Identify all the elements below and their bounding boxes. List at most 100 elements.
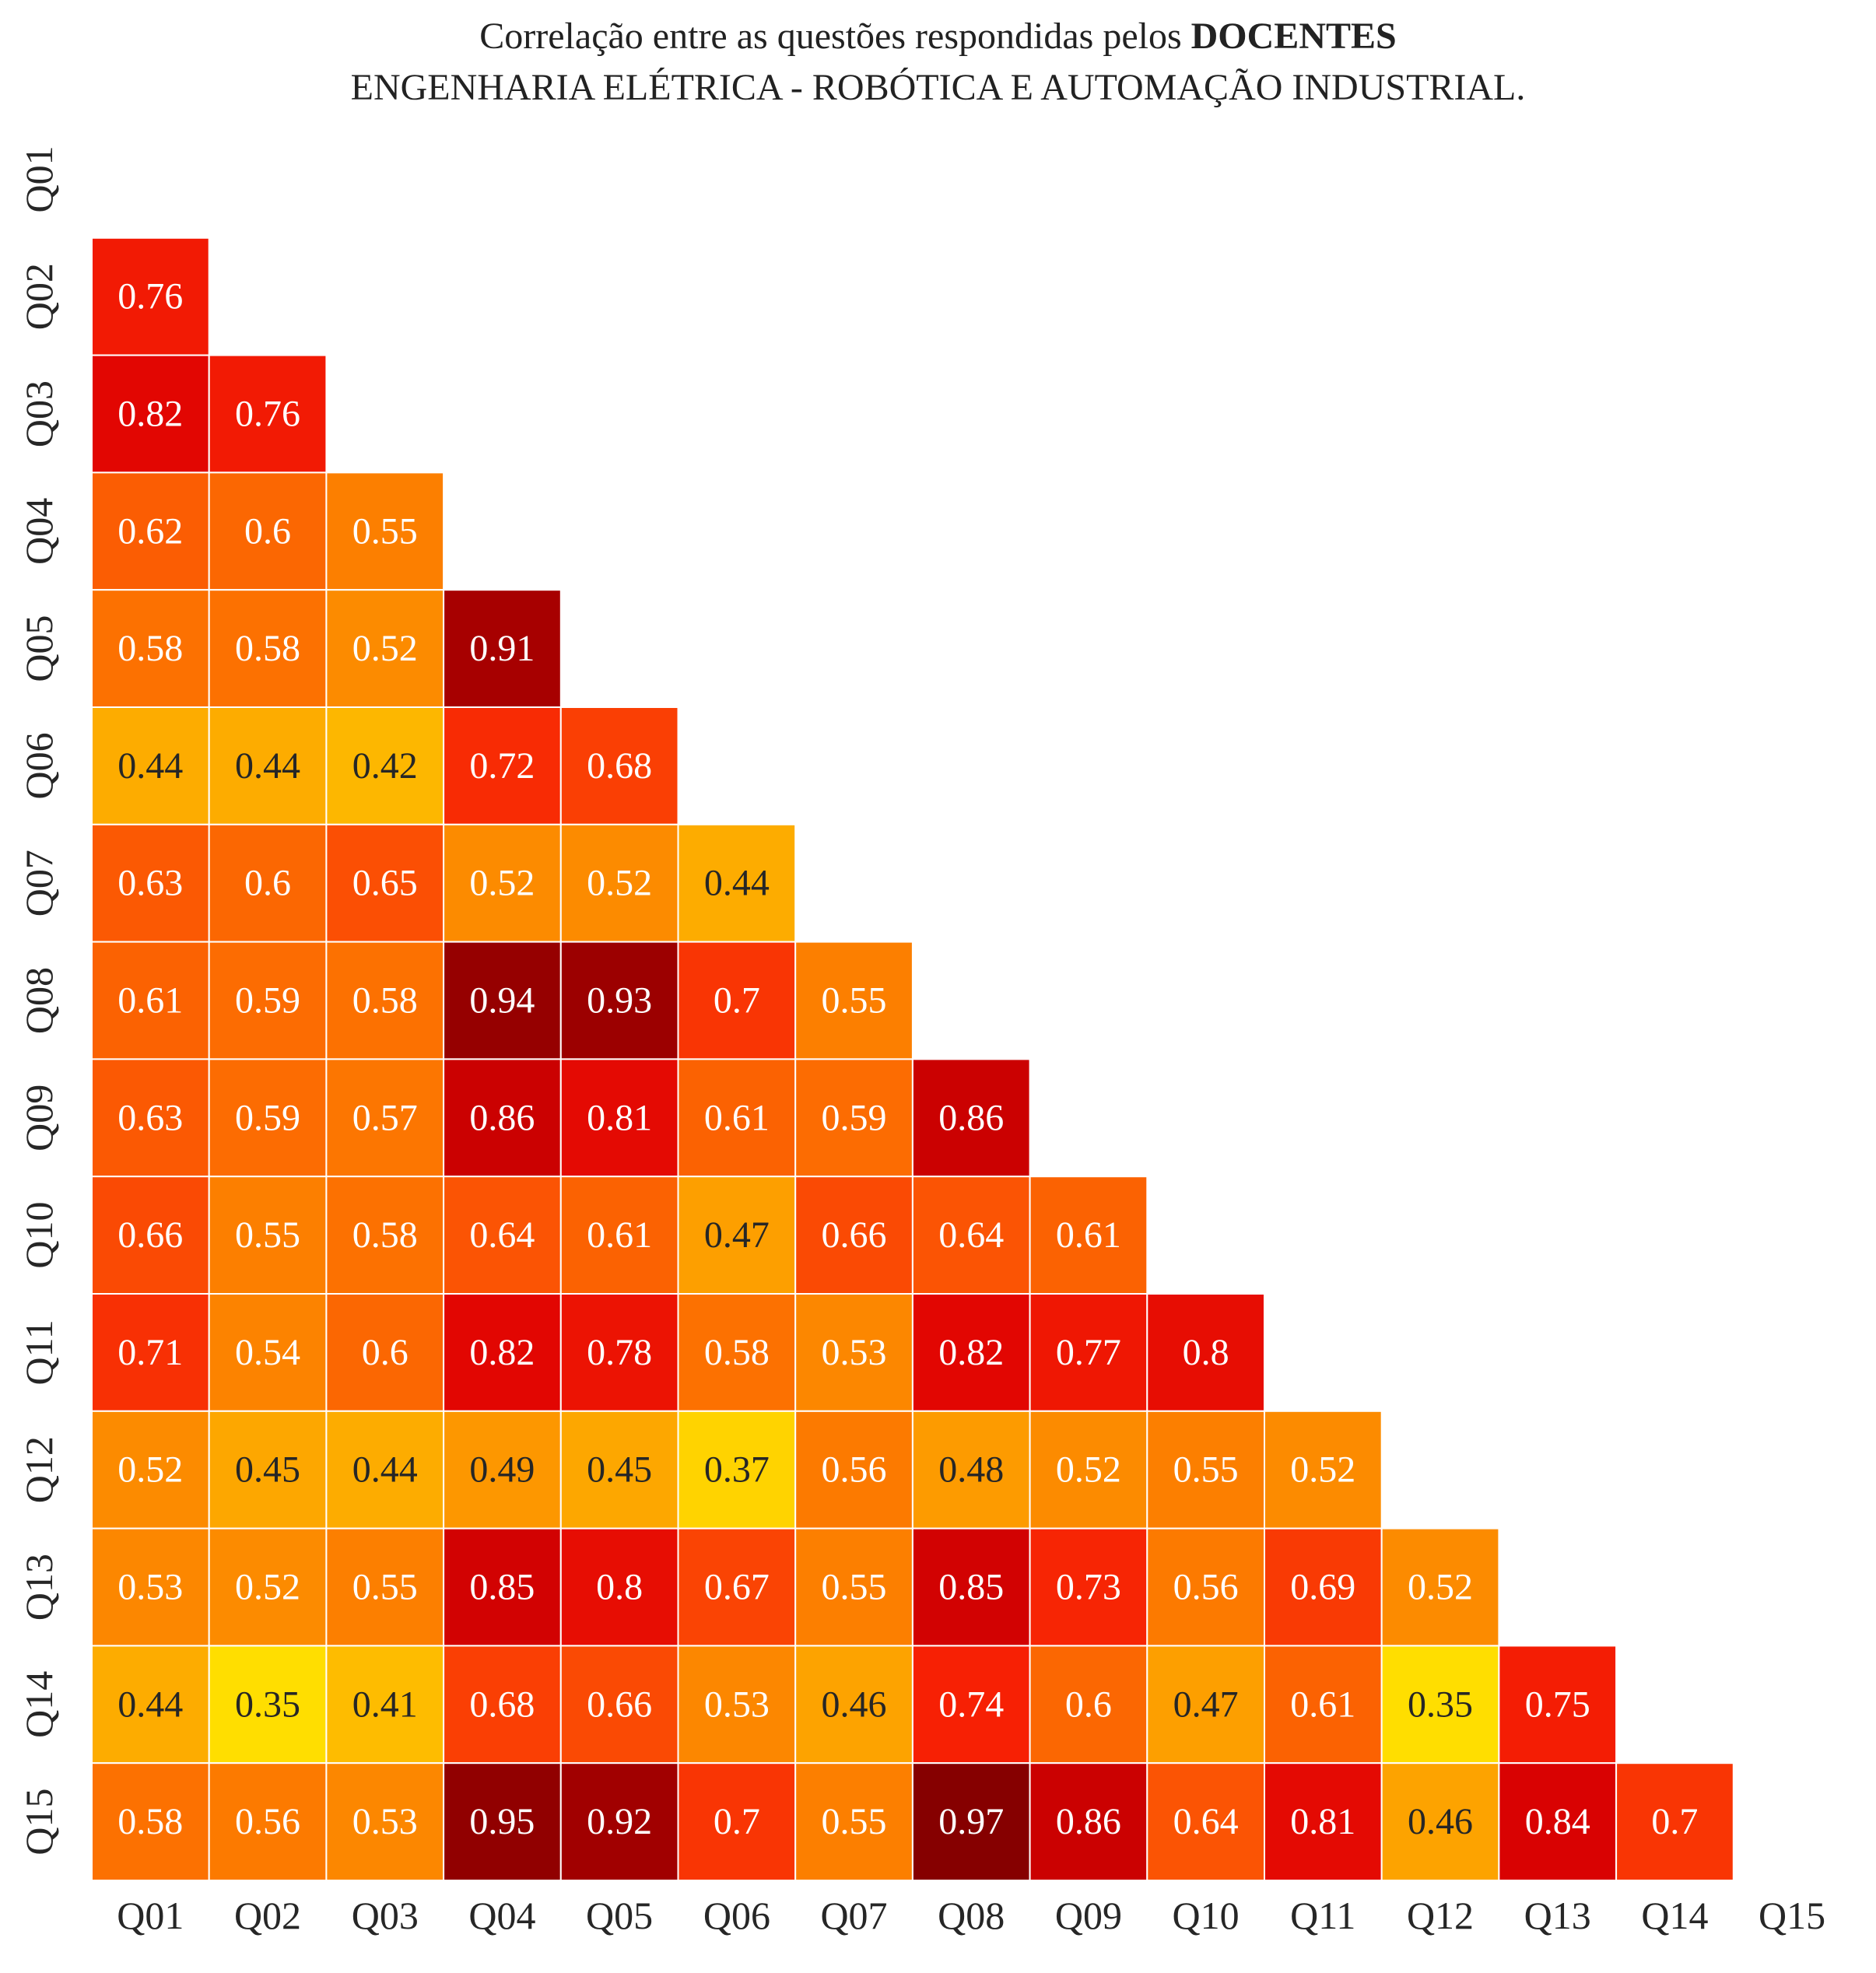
cell-value-label-Q15-Q06: 0.7 <box>714 1801 760 1842</box>
heatmap-cell-Q15-Q13 <box>1498 1762 1618 1881</box>
cell-value-label-Q13-Q03: 0.55 <box>352 1567 418 1608</box>
heatmap-cell-Q06-Q05 <box>559 706 679 825</box>
cell-value-label-Q14-Q06: 0.53 <box>704 1684 770 1725</box>
heatmap-cell-Q05-Q03 <box>325 589 445 709</box>
cell-value-label-Q08-Q02: 0.59 <box>235 980 300 1022</box>
heatmap-cell-Q15-Q06 <box>677 1762 797 1881</box>
y-axis-tick-labels: Q01 Q02 Q03 Q04 Q05 Q06 Q07 Q08 Q09 Q10 Q11 Q12 Q13 Q… <box>17 145 61 1855</box>
cell-value-label-Q12-Q09: 0.52 <box>1056 1449 1121 1491</box>
heatmap-cell-Q09-Q08 <box>911 1058 1031 1178</box>
cell-value-label-Q11-Q07: 0.53 <box>822 1332 887 1373</box>
chart-title: Correlação entre as questões respondidas… <box>0 11 1876 114</box>
cell-value-label-Q09-Q04: 0.86 <box>469 1097 535 1138</box>
cell-value-label-Q14-Q10: 0.47 <box>1173 1684 1239 1725</box>
cell-value-label-Q08-Q01: 0.61 <box>117 980 183 1022</box>
cell-value-label-Q15-Q02: 0.56 <box>235 1801 300 1842</box>
cell-value-label-Q14-Q05: 0.66 <box>587 1684 652 1725</box>
cell-value-label-Q02-Q01: 0.76 <box>117 276 183 317</box>
heatmap-cell-Q13-Q01 <box>91 1527 210 1647</box>
x-tick-label-Q07: Q07 <box>820 1894 887 1937</box>
cell-value-label-Q15-Q09: 0.86 <box>1056 1801 1121 1842</box>
cell-value-label-Q14-Q03: 0.41 <box>352 1684 418 1725</box>
heatmap-cell-Q15-Q04 <box>443 1762 562 1881</box>
chart-title-line-2: ENGENHARIA ELÉTRICA - ROBÓTICA E AUTOMAÇ… <box>350 67 1526 108</box>
cell-value-label-Q07-Q03: 0.65 <box>352 863 418 904</box>
y-tick-label-Q07: Q07 <box>17 850 61 916</box>
cell-value-label-Q13-Q11: 0.69 <box>1290 1567 1355 1608</box>
heatmap-cell-Q08-Q05 <box>559 941 679 1060</box>
cell-value-label-Q04-Q01: 0.62 <box>117 510 183 552</box>
heatmap-cell-Q14-Q06 <box>677 1645 797 1764</box>
heatmap-cell-Q15-Q07 <box>794 1762 913 1881</box>
cell-value-label-Q11-Q08: 0.82 <box>938 1332 1004 1373</box>
x-tick-label-Q15: Q15 <box>1759 1894 1825 1937</box>
y-tick-label-Q01: Q01 <box>17 145 61 212</box>
cell-value-label-Q14-Q04: 0.68 <box>469 1684 535 1725</box>
heatmap-cell-Q02-Q01 <box>91 237 210 356</box>
cell-value-label-Q09-Q01: 0.63 <box>117 1097 183 1138</box>
cell-value-label-Q11-Q10: 0.8 <box>1183 1332 1229 1373</box>
cell-value-label-Q14-Q02: 0.35 <box>235 1684 300 1725</box>
heatmap-cell-Q15-Q05 <box>559 1762 679 1881</box>
cell-value-label-Q05-Q01: 0.58 <box>117 628 183 669</box>
heatmap-cell-Q14-Q08 <box>911 1645 1031 1764</box>
cell-value-label-Q12-Q06: 0.37 <box>704 1449 770 1491</box>
cell-value-label-Q05-Q02: 0.58 <box>235 628 300 669</box>
cell-value-label-Q10-Q04: 0.64 <box>469 1214 535 1256</box>
heatmap-cell-Q04-Q03 <box>325 471 445 591</box>
heatmap-cell-Q11-Q08 <box>911 1293 1031 1412</box>
cell-value-label-Q07-Q06: 0.44 <box>704 863 770 904</box>
y-tick-label-Q10: Q10 <box>17 1202 61 1269</box>
heatmap-cell-Q06-Q01 <box>91 706 210 825</box>
heatmap-cell-Q12-Q02 <box>208 1410 328 1530</box>
x-axis-tick-labels: Q01 Q02 Q03 Q04 Q05 Q06 Q07 Q08 Q09 Q10 Q11 Q12 Q13 Q… <box>117 1894 1825 1937</box>
x-tick-label-Q03: Q03 <box>352 1894 419 1937</box>
cell-value-label-Q13-Q02: 0.52 <box>235 1567 300 1608</box>
x-tick-label-Q01: Q01 <box>117 1894 184 1937</box>
cell-value-label-Q12-Q01: 0.52 <box>117 1449 183 1491</box>
cell-value-label-Q15-Q11: 0.81 <box>1290 1801 1355 1842</box>
cell-value-label-Q10-Q03: 0.58 <box>352 1214 418 1256</box>
y-tick-label-Q14: Q14 <box>17 1671 61 1738</box>
heatmap-cell-Q08-Q04 <box>443 941 562 1060</box>
cell-value-label-Q03-Q01: 0.82 <box>117 394 183 435</box>
cell-value-label-Q13-Q08: 0.85 <box>938 1567 1004 1608</box>
y-tick-label-Q08: Q08 <box>17 967 61 1034</box>
cell-value-label-Q15-Q04: 0.95 <box>469 1801 535 1842</box>
y-tick-label-Q12: Q12 <box>17 1436 61 1503</box>
cell-value-label-Q04-Q02: 0.6 <box>244 510 291 552</box>
heatmap-cell-Q11-Q10 <box>1146 1293 1266 1412</box>
cell-value-label-Q08-Q07: 0.55 <box>822 980 887 1022</box>
heatmap-cell-Q10-Q02 <box>208 1176 328 1295</box>
heatmap-cell-Q13-Q08 <box>911 1527 1031 1647</box>
heatmap-cell-Q08-Q07 <box>794 941 913 1060</box>
heatmap-cell-Q14-Q10 <box>1146 1645 1266 1764</box>
cell-value-label-Q08-Q03: 0.58 <box>352 980 418 1022</box>
cell-value-label-Q06-Q03: 0.42 <box>352 745 418 787</box>
cell-value-label-Q13-Q06: 0.67 <box>704 1567 770 1608</box>
cell-value-label-Q03-Q02: 0.76 <box>235 394 300 435</box>
cell-value-label-Q12-Q07: 0.56 <box>822 1449 887 1491</box>
cell-value-label-Q05-Q04: 0.91 <box>469 628 535 669</box>
heatmap-cell-Q13-Q06 <box>677 1527 797 1647</box>
x-tick-label-Q11: Q11 <box>1290 1894 1355 1937</box>
cell-value-label-Q13-Q07: 0.55 <box>822 1567 887 1608</box>
heatmap-cell-Q08-Q03 <box>325 941 445 1060</box>
heatmap-cell-Q12-Q08 <box>911 1410 1031 1530</box>
cell-value-label-Q07-Q04: 0.52 <box>469 863 535 904</box>
cell-value-label-Q12-Q10: 0.55 <box>1173 1449 1239 1491</box>
y-tick-label-Q02: Q02 <box>17 263 61 330</box>
heatmap-cell-Q09-Q03 <box>325 1058 445 1178</box>
chart-title-prefix: Correlação entre as questões respondidas… <box>479 16 1191 57</box>
heatmap-cell-Q14-Q13 <box>1498 1645 1618 1764</box>
y-tick-label-Q06: Q06 <box>17 732 61 799</box>
cell-value-label-Q15-Q08: 0.97 <box>938 1801 1004 1842</box>
heatmap-cell-Q06-Q04 <box>443 706 562 825</box>
heatmap-cell-Q15-Q09 <box>1029 1762 1148 1881</box>
heatmap-cell-Q15-Q12 <box>1380 1762 1500 1881</box>
heatmap-cell-Q06-Q03 <box>325 706 445 825</box>
heatmap-cell-Q12-Q03 <box>325 1410 445 1530</box>
cell-value-label-Q06-Q01: 0.44 <box>117 745 183 787</box>
cell-value-label-Q14-Q08: 0.74 <box>938 1684 1004 1725</box>
x-tick-label-Q08: Q08 <box>938 1894 1005 1937</box>
